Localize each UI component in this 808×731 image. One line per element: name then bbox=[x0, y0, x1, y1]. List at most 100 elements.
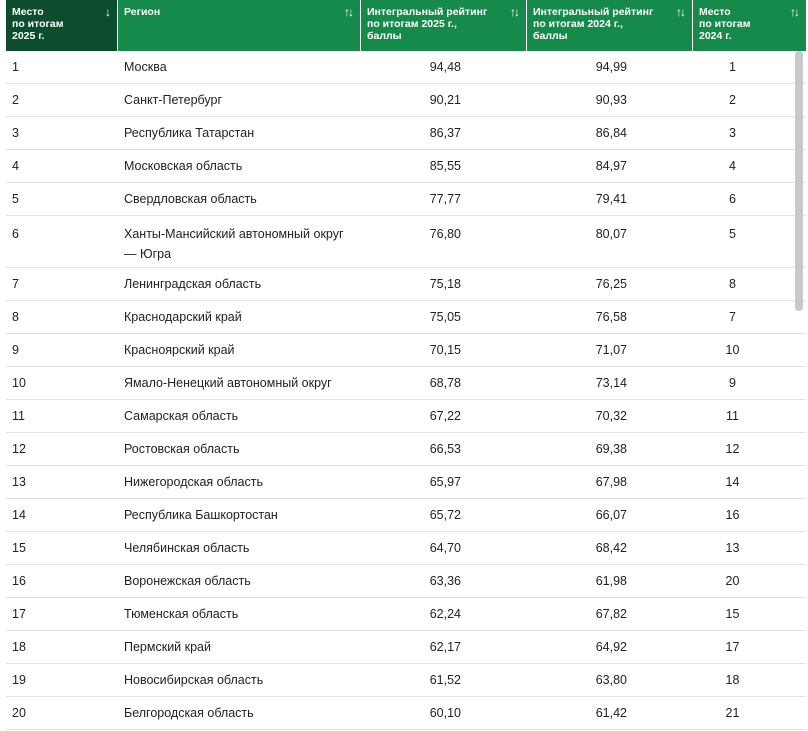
cell-place-2024: 4 bbox=[729, 159, 736, 173]
cell-score-2024: 71,07 bbox=[595, 343, 627, 357]
cell-score-2024: 76,25 bbox=[595, 277, 627, 291]
table-row: 2 Санкт-Петербург 90,21 90,93 2 bbox=[6, 84, 806, 117]
cell-place-2024: 11 bbox=[726, 409, 739, 423]
cell-region: Челябинская область bbox=[124, 541, 250, 555]
cell-place-2025: 16 bbox=[12, 574, 26, 588]
cell-score-2025: 86,37 bbox=[429, 126, 461, 140]
cell-score-2025: 90,21 bbox=[429, 93, 461, 107]
cell-place-2025: 20 bbox=[12, 706, 26, 720]
cell-region: Белгородская область bbox=[124, 706, 254, 720]
cell-place-2024: 14 bbox=[725, 475, 740, 489]
table-row: 17 Тюменская область 62,24 67,82 15 bbox=[6, 598, 806, 631]
cell-score-2025: 70,15 bbox=[429, 343, 461, 357]
cell-score-2025: 65,97 bbox=[429, 475, 461, 489]
table-row: 15 Челябинская область 64,70 68,42 13 bbox=[6, 532, 806, 565]
header-region[interactable]: Регион ↑↓ bbox=[118, 0, 361, 51]
table-row: 20 Белгородская область 60,10 61,42 21 bbox=[6, 697, 806, 730]
cell-score-2024: 61,98 bbox=[595, 574, 627, 588]
cell-score-2024: 76,58 bbox=[595, 310, 627, 324]
cell-place-2024: 6 bbox=[729, 192, 736, 206]
header-label: Регион bbox=[124, 6, 161, 18]
table-row: 8 Краснодарский край 75,05 76,58 7 bbox=[6, 301, 806, 334]
cell-region: Свердловская область bbox=[124, 192, 257, 206]
table-row: 1 Москва 94,48 94,99 1 bbox=[6, 51, 806, 84]
sort-icon[interactable]: ↑↓ bbox=[790, 5, 800, 19]
cell-place-2025: 6 bbox=[12, 227, 19, 241]
table-row: 14 Республика Башкортостан 65,72 66,07 16 bbox=[6, 499, 806, 532]
cell-region: Новосибирская область bbox=[124, 673, 264, 687]
cell-score-2025: 65,72 bbox=[429, 508, 461, 522]
table-row: 9 Красноярский край 70,15 71,07 10 bbox=[6, 334, 806, 367]
cell-place-2024: 3 bbox=[729, 126, 736, 140]
cell-score-2025: 77,77 bbox=[429, 192, 461, 206]
cell-place-2025: 17 bbox=[12, 607, 26, 621]
cell-score-2024: 90,93 bbox=[595, 93, 627, 107]
table-row: 5 Свердловская область 77,77 79,41 6 bbox=[6, 183, 806, 216]
header-label: Место по итогам 2025 г. bbox=[12, 6, 64, 42]
sort-icon[interactable]: ↑↓ bbox=[510, 5, 520, 19]
cell-score-2025: 67,22 bbox=[429, 409, 461, 423]
cell-score-2024: 63,80 bbox=[595, 673, 627, 687]
cell-place-2025: 7 bbox=[12, 277, 19, 291]
cell-score-2024: 67,82 bbox=[595, 607, 627, 621]
rating-table: Место по итогам 2025 г. ↓ Регион ↑↓ Интегр… bbox=[6, 0, 806, 731]
cell-place-2025: 5 bbox=[12, 192, 19, 206]
header-score-2024[interactable]: Интегральный рейтинг по итогам 2024 г., ба… bbox=[527, 0, 693, 51]
cell-score-2025: 62,24 bbox=[429, 607, 461, 621]
cell-place-2024: 20 bbox=[725, 574, 740, 588]
table-row: 13 Нижегородская область 65,97 67,98 14 bbox=[6, 466, 806, 499]
cell-score-2024: 68,42 bbox=[595, 541, 627, 555]
cell-score-2025: 68,78 bbox=[429, 376, 461, 390]
cell-score-2025: 60,10 bbox=[429, 706, 461, 720]
cell-place-2025: 10 bbox=[12, 376, 26, 390]
header-place-2025[interactable]: Место по итогам 2025 г. ↓ bbox=[6, 0, 118, 51]
cell-region: Воронежская область bbox=[124, 574, 251, 588]
table-body: 1 Москва 94,48 94,99 1 2 Санкт-Петербург 90,21 9… bbox=[6, 51, 806, 730]
vertical-scrollbar[interactable] bbox=[795, 51, 803, 311]
sort-icon[interactable]: ↑↓ bbox=[344, 5, 354, 19]
cell-score-2024: 69,38 bbox=[595, 442, 627, 456]
cell-place-2024: 1 bbox=[729, 60, 736, 74]
cell-place-2024: 9 bbox=[729, 376, 736, 390]
cell-place-2024: 16 bbox=[725, 508, 740, 522]
cell-score-2025: 76,80 bbox=[429, 227, 461, 241]
cell-region: Республика Татарстан bbox=[124, 126, 255, 140]
cell-score-2025: 75,05 bbox=[429, 310, 461, 324]
cell-place-2024: 13 bbox=[725, 541, 740, 555]
cell-score-2024: 70,32 bbox=[595, 409, 627, 423]
cell-place-2025: 13 bbox=[12, 475, 26, 489]
sort-desc-icon[interactable]: ↓ bbox=[105, 5, 111, 19]
table-row: 18 Пермский край 62,17 64,92 17 bbox=[6, 631, 806, 664]
cell-place-2024: 5 bbox=[729, 227, 736, 241]
cell-score-2024: 94,99 bbox=[595, 60, 627, 74]
cell-place-2024: 15 bbox=[725, 607, 740, 621]
cell-score-2024: 61,42 bbox=[595, 706, 627, 720]
cell-region: Москва bbox=[124, 60, 167, 74]
cell-region: Ростовская область bbox=[124, 442, 240, 456]
cell-score-2025: 63,36 bbox=[429, 574, 461, 588]
table-row: 3 Республика Татарстан 86,37 86,84 3 bbox=[6, 117, 806, 150]
table-row: 7 Ленинградская область 75,18 76,25 8 bbox=[6, 268, 806, 301]
cell-place-2024: 8 bbox=[729, 277, 736, 291]
cell-place-2025: 1 bbox=[12, 60, 19, 74]
header-label: Место по итогам 2024 г. bbox=[699, 6, 751, 42]
cell-place-2025: 8 bbox=[12, 310, 19, 324]
cell-place-2024: 10 bbox=[725, 343, 740, 357]
sort-icon[interactable]: ↑↓ bbox=[676, 5, 686, 19]
cell-region: Красноярский край bbox=[124, 343, 235, 357]
header-score-2025[interactable]: Интегральный рейтинг по итогам 2025 г., ба… bbox=[361, 0, 527, 51]
table-row: 16 Воронежская область 63,36 61,98 20 bbox=[6, 565, 806, 598]
cell-score-2024: 67,98 bbox=[595, 475, 627, 489]
table-row: 11 Самарская область 67,22 70,32 11 bbox=[6, 400, 806, 433]
cell-score-2024: 73,14 bbox=[595, 376, 627, 390]
cell-score-2025: 64,70 bbox=[429, 541, 461, 555]
cell-score-2025: 94,48 bbox=[429, 60, 461, 74]
cell-region: Краснодарский край bbox=[124, 310, 242, 324]
cell-score-2025: 62,17 bbox=[429, 640, 461, 654]
cell-place-2024: 21 bbox=[725, 706, 740, 720]
header-label: Интегральный рейтинг по итогам 2025 г., ба… bbox=[367, 6, 488, 42]
header-place-2024[interactable]: Место по итогам 2024 г. ↑↓ bbox=[693, 0, 806, 51]
cell-region: Ханты-Мансийский автономный округ — Югра bbox=[124, 227, 344, 261]
cell-score-2024: 84,97 bbox=[595, 159, 627, 173]
cell-region: Санкт-Петербург bbox=[124, 93, 223, 107]
